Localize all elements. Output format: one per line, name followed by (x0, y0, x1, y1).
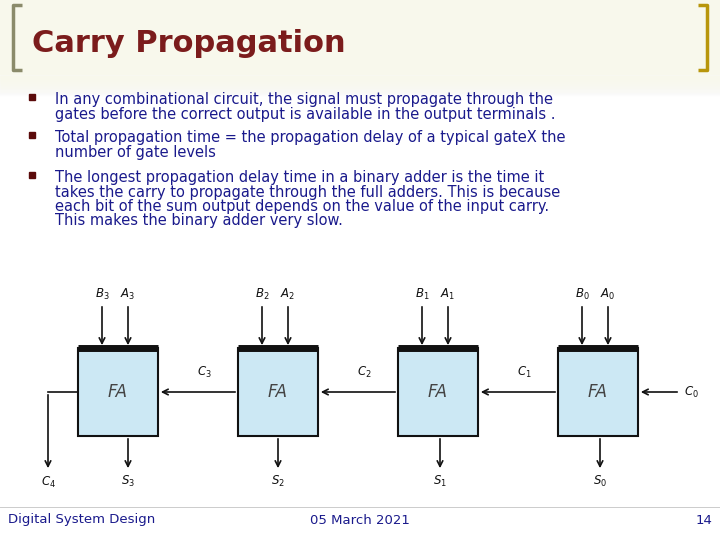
Bar (0, 90, 720, 91)
Text: $B_1$: $B_1$ (415, 287, 429, 302)
Bar (0, 84, 720, 85)
Text: This makes the binary adder very slow.: This makes the binary adder very slow. (55, 213, 343, 228)
Bar (0, 80, 720, 81)
Bar (29, 172, 35, 178)
Bar (29, 94, 35, 100)
Text: The longest propagation delay time in a binary adder is the time it: The longest propagation delay time in a … (55, 170, 544, 185)
Text: $B_0$: $B_0$ (575, 287, 590, 302)
Text: takes the carry to propagate through the full adders. This is because: takes the carry to propagate through the… (55, 185, 560, 199)
Bar (0, 89, 720, 90)
Text: FA: FA (588, 383, 608, 401)
FancyBboxPatch shape (0, 0, 720, 75)
Bar (398, 348, 478, 436)
Bar (0, 86, 720, 87)
Bar (0, 77, 720, 78)
Text: gates before the correct output is available in the output terminals .: gates before the correct output is avail… (55, 106, 556, 122)
Bar (78, 348, 158, 436)
Bar (0, 78, 720, 79)
Text: $C_3$: $C_3$ (197, 365, 212, 380)
Bar (0, 81, 720, 82)
Text: $S_0$: $S_0$ (593, 474, 607, 489)
Bar (0, 79, 720, 80)
Text: $B_3$: $B_3$ (95, 287, 109, 302)
Bar (29, 132, 35, 138)
Text: $C_2$: $C_2$ (356, 365, 372, 380)
Bar (558, 348, 638, 436)
Text: 05 March 2021: 05 March 2021 (310, 514, 410, 526)
Bar (238, 348, 318, 436)
Bar (0, 83, 720, 84)
Text: $A_0$: $A_0$ (600, 287, 616, 302)
Text: In any combinational circuit, the signal must propagate through the: In any combinational circuit, the signal… (55, 92, 553, 107)
Text: $A_2$: $A_2$ (281, 287, 295, 302)
Text: Digital System Design: Digital System Design (8, 514, 156, 526)
Text: $S_2$: $S_2$ (271, 474, 285, 489)
Text: FA: FA (268, 383, 288, 401)
Text: Total propagation time = the propagation delay of a typical gateX the: Total propagation time = the propagation… (55, 130, 565, 145)
Bar (0, 91, 720, 92)
Bar (0, 75, 720, 76)
Text: number of gate levels: number of gate levels (55, 145, 216, 159)
Bar (0, 82, 720, 83)
Text: FA: FA (428, 383, 448, 401)
Text: FA: FA (108, 383, 128, 401)
Bar (0, 92, 720, 93)
Bar (0, 87, 720, 88)
Text: $A_3$: $A_3$ (120, 287, 135, 302)
Text: $C_4$: $C_4$ (40, 475, 55, 490)
Bar (0, 76, 720, 77)
Text: $C_1$: $C_1$ (517, 365, 531, 380)
Text: 14: 14 (695, 514, 712, 526)
Text: each bit of the sum output depends on the value of the input carry.: each bit of the sum output depends on th… (55, 199, 549, 214)
Text: $S_3$: $S_3$ (121, 474, 135, 489)
Text: $B_2$: $B_2$ (255, 287, 269, 302)
Text: $S_1$: $S_1$ (433, 474, 447, 489)
Bar (0, 85, 720, 86)
Bar (0, 88, 720, 89)
Bar (0, 94, 720, 95)
Text: $A_1$: $A_1$ (441, 287, 456, 302)
Text: Carry Propagation: Carry Propagation (32, 30, 346, 58)
Text: $C_0$: $C_0$ (684, 384, 699, 400)
Bar (0, 93, 720, 94)
